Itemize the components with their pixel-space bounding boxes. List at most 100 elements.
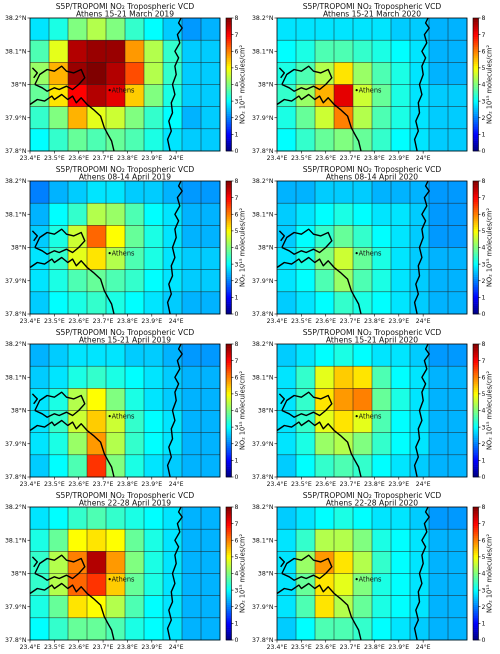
grid-cell bbox=[106, 432, 126, 456]
colorbar-segment bbox=[226, 422, 232, 426]
colorbar-segment bbox=[226, 96, 232, 100]
colorbar-segment bbox=[226, 621, 232, 624]
grid-cell bbox=[201, 181, 221, 204]
colorbar-segment bbox=[473, 585, 479, 589]
grid-cell bbox=[68, 203, 88, 226]
grid-cell bbox=[201, 62, 221, 85]
grid-cell bbox=[372, 269, 392, 293]
y-tick-label: 37.9°N bbox=[5, 114, 27, 122]
grid-cell bbox=[68, 128, 88, 152]
grid-cell bbox=[448, 617, 468, 641]
colorbar-segment bbox=[226, 511, 232, 514]
colorbar-segment bbox=[226, 220, 232, 223]
grid-cell bbox=[334, 203, 354, 226]
colorbar-segment bbox=[473, 270, 479, 273]
panel-subtitle: Athens 08-14 April 2019 bbox=[79, 173, 171, 182]
colorbar-segment bbox=[226, 350, 232, 353]
colorbar-segment bbox=[473, 228, 479, 232]
colorbar-segment bbox=[473, 567, 479, 570]
grid-cell bbox=[277, 84, 297, 108]
grid-cell bbox=[448, 106, 468, 130]
x-tick-label: 23.9°E bbox=[388, 154, 409, 162]
colorbar-segment bbox=[226, 573, 232, 576]
colorbar-segment bbox=[226, 379, 232, 382]
grid-cell bbox=[106, 84, 126, 108]
colorbar-segment bbox=[473, 577, 479, 581]
colorbar-segment bbox=[226, 588, 232, 591]
grid-cell bbox=[448, 18, 468, 41]
colorbar-segment bbox=[226, 197, 232, 201]
grid-cell bbox=[144, 507, 164, 530]
grid-cell bbox=[429, 617, 449, 641]
colorbar-segment bbox=[226, 119, 232, 123]
grid-cell bbox=[372, 617, 392, 641]
colorbar-segment bbox=[226, 245, 232, 248]
colorbar-segment bbox=[473, 293, 479, 296]
colorbar-segment bbox=[226, 366, 232, 370]
grid-cell bbox=[410, 84, 430, 108]
x-tick-label: 24°E bbox=[416, 643, 431, 651]
grid-cell bbox=[372, 291, 392, 315]
colorbar-segment bbox=[226, 602, 232, 605]
grid-cell bbox=[353, 432, 373, 456]
colorbar-segment bbox=[226, 561, 232, 564]
grid-cell bbox=[182, 551, 202, 574]
grid-cell bbox=[30, 247, 50, 271]
grid-cell bbox=[372, 410, 392, 434]
grid-cell bbox=[391, 40, 411, 63]
colorbar-segment bbox=[473, 232, 479, 236]
y-tick-label: 38.1°N bbox=[5, 210, 27, 218]
colorbar-segment bbox=[473, 280, 479, 284]
grid-cell bbox=[30, 573, 50, 597]
grid-cell bbox=[87, 551, 107, 574]
colorbar-segment bbox=[473, 383, 479, 386]
x-tick-label: 23.7°E bbox=[93, 480, 114, 488]
colorbar-tick-label: 0 bbox=[482, 148, 486, 155]
y-tick-label: 38.1°N bbox=[252, 536, 274, 544]
grid-cell bbox=[372, 181, 392, 204]
colorbar-segment bbox=[473, 47, 479, 50]
colorbar-segment bbox=[473, 350, 479, 353]
grid-cell bbox=[296, 225, 316, 248]
grid-cell bbox=[429, 507, 449, 530]
colorbar-segment bbox=[226, 615, 232, 618]
colorbar-segment bbox=[473, 443, 479, 447]
grid-cell bbox=[125, 181, 145, 204]
colorbar-segment bbox=[473, 61, 479, 65]
y-tick-label: 37.8°N bbox=[5, 310, 27, 318]
colorbar-segment bbox=[473, 183, 479, 186]
grid-cell bbox=[410, 551, 430, 574]
colorbar-tick-label: 5 bbox=[235, 554, 239, 561]
grid-cell bbox=[277, 203, 297, 226]
colorbar: 0 1 2 3 4 5 6 7 8 NO₂ 10¹⁵ molecules/cm² bbox=[225, 178, 247, 318]
colorbar-segment bbox=[226, 205, 232, 209]
panel-title: S5P/TROPOMI NO₂ Tropospheric VCD bbox=[303, 328, 442, 337]
colorbar-segment bbox=[473, 348, 479, 351]
x-tick-label: 23.8°E bbox=[117, 480, 138, 488]
grid-cell bbox=[201, 344, 221, 367]
colorbar-segment bbox=[473, 600, 479, 603]
colorbar-segment bbox=[226, 115, 232, 119]
colorbar-segment bbox=[226, 128, 232, 131]
colorbar-segment bbox=[226, 291, 232, 294]
x-tick-label: 23.8°E bbox=[117, 643, 138, 651]
colorbar-segment bbox=[226, 441, 232, 445]
colorbar-segment bbox=[226, 90, 232, 94]
grid-cell bbox=[296, 454, 316, 478]
grid-cell bbox=[315, 269, 335, 293]
colorbar-segment bbox=[473, 445, 479, 449]
y-tick-label: 37.8°N bbox=[252, 473, 274, 481]
colorbar-segment bbox=[473, 262, 479, 265]
colorbar-segment bbox=[226, 201, 232, 205]
grid-cell bbox=[334, 128, 354, 152]
colorbar-segment bbox=[473, 208, 479, 211]
coastline bbox=[31, 556, 38, 568]
colorbar-segment bbox=[226, 571, 232, 574]
colorbar-segment bbox=[473, 569, 479, 572]
grid-cell bbox=[315, 388, 335, 411]
colorbar-segment bbox=[226, 375, 232, 378]
colorbar-segment bbox=[226, 414, 232, 418]
y-tick-label: 38.2°N bbox=[252, 503, 274, 511]
grid-cell bbox=[277, 40, 297, 63]
